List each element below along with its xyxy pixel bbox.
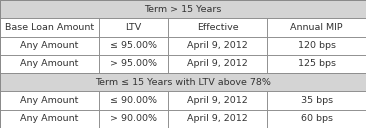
Bar xyxy=(0,0,366,18)
Bar xyxy=(168,110,267,128)
Bar xyxy=(0,110,99,128)
Text: Any Amount: Any Amount xyxy=(20,114,79,123)
Text: Effective: Effective xyxy=(197,23,239,32)
Bar xyxy=(99,18,168,37)
Text: 120 bps: 120 bps xyxy=(298,41,336,50)
Bar xyxy=(168,55,267,73)
Bar xyxy=(99,55,168,73)
Text: 125 bps: 125 bps xyxy=(298,60,336,68)
Text: April 9, 2012: April 9, 2012 xyxy=(187,60,248,68)
Text: 35 bps: 35 bps xyxy=(300,96,333,105)
Bar xyxy=(267,110,366,128)
Bar xyxy=(99,37,168,55)
Text: Term ≤ 15 Years with LTV above 78%: Term ≤ 15 Years with LTV above 78% xyxy=(95,78,271,87)
Text: Any Amount: Any Amount xyxy=(20,96,79,105)
Bar xyxy=(0,91,99,110)
Bar xyxy=(0,37,99,55)
Bar xyxy=(267,91,366,110)
Bar xyxy=(99,110,168,128)
Bar xyxy=(168,18,267,37)
Text: Any Amount: Any Amount xyxy=(20,41,79,50)
Text: ≤ 90.00%: ≤ 90.00% xyxy=(110,96,157,105)
Bar xyxy=(168,37,267,55)
Bar xyxy=(0,73,366,91)
Bar xyxy=(0,55,99,73)
Text: LTV: LTV xyxy=(126,23,142,32)
Bar xyxy=(267,18,366,37)
Text: Any Amount: Any Amount xyxy=(20,60,79,68)
Bar xyxy=(0,18,99,37)
Bar xyxy=(99,91,168,110)
Text: Base Loan Amount: Base Loan Amount xyxy=(5,23,94,32)
Text: ≤ 95.00%: ≤ 95.00% xyxy=(110,41,157,50)
Text: April 9, 2012: April 9, 2012 xyxy=(187,96,248,105)
Text: April 9, 2012: April 9, 2012 xyxy=(187,114,248,123)
Bar xyxy=(267,55,366,73)
Text: Annual MIP: Annual MIP xyxy=(290,23,343,32)
Text: April 9, 2012: April 9, 2012 xyxy=(187,41,248,50)
Text: 60 bps: 60 bps xyxy=(300,114,333,123)
Bar xyxy=(267,37,366,55)
Text: > 95.00%: > 95.00% xyxy=(110,60,157,68)
Bar xyxy=(168,91,267,110)
Text: Term > 15 Years: Term > 15 Years xyxy=(144,5,222,14)
Text: > 90.00%: > 90.00% xyxy=(110,114,157,123)
